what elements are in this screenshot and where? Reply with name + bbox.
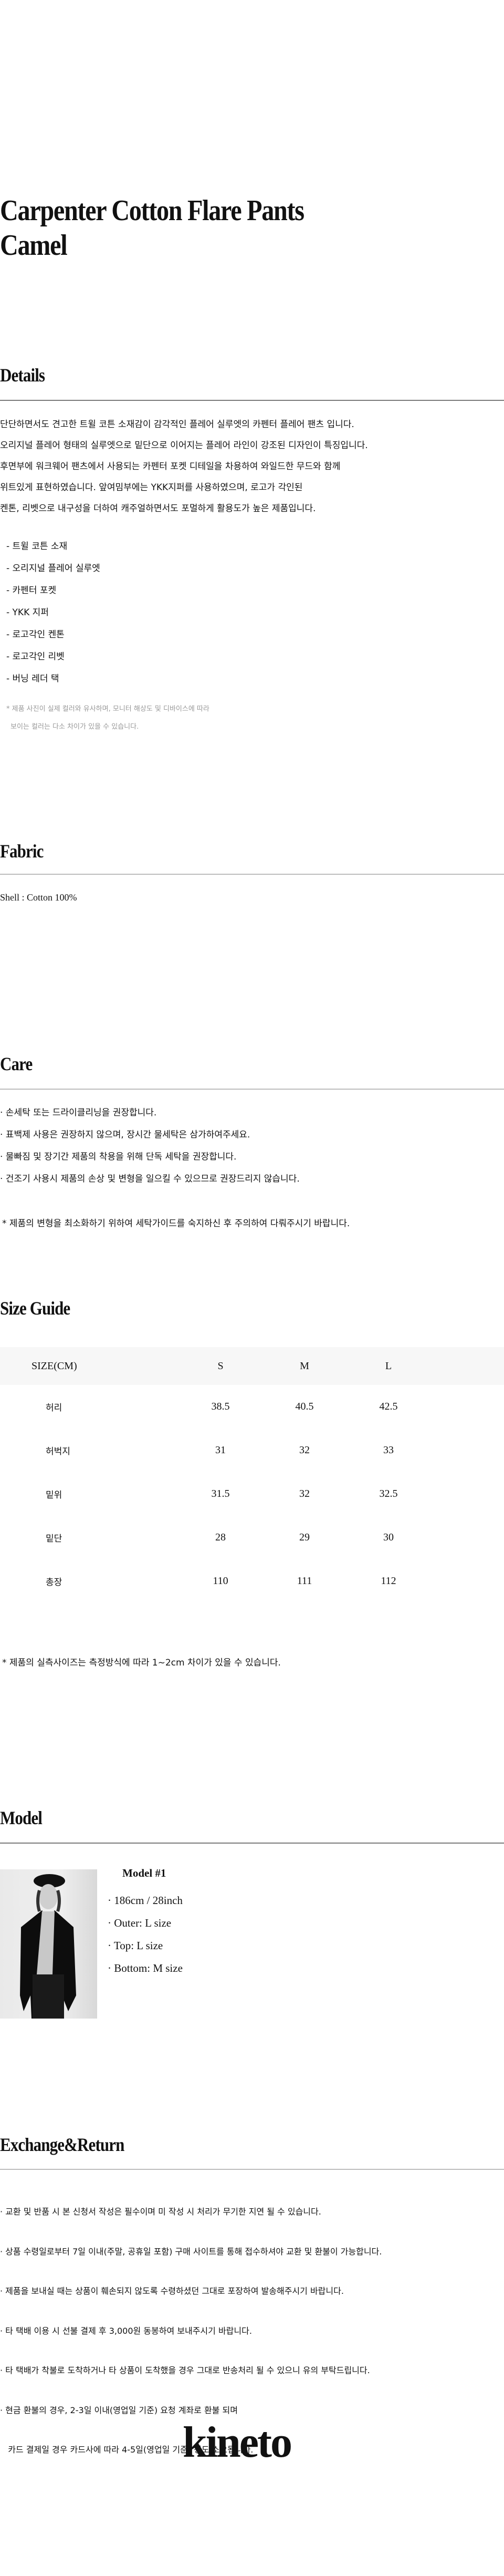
model-heading: Model xyxy=(0,1807,43,1828)
model-photo xyxy=(0,1869,97,2019)
exchange-item: · 타 택배가 착불로 도착하거나 타 상품이 도착했을 경우 그대로 반송처리… xyxy=(0,2365,370,2375)
table-cell: 32.5 xyxy=(379,1488,398,1499)
table-cell: 29 xyxy=(299,1532,310,1543)
divider xyxy=(0,1089,504,1090)
feature-item: - 트윌 코튼 소재 xyxy=(6,541,68,552)
table-cell: 31 xyxy=(215,1444,226,1456)
table-row: 허벅지 31 32 33 xyxy=(0,1429,504,1472)
exchange-list: · 교환 및 반품 시 본 신청서 작성은 필수이며 미 작성 시 처리가 무기… xyxy=(0,2182,382,2470)
exchange-item: · 교환 및 반품 시 본 신청서 작성은 필수이며 미 작성 시 처리가 무기… xyxy=(0,2207,321,2217)
fabric-heading: Fabric xyxy=(0,841,44,862)
description-line: 오리지널 플레어 형태의 실루엣으로 밑단으로 이어지는 플레어 라인이 강조된… xyxy=(0,440,368,451)
description-line: 단단하면서도 견고한 트윌 코튼 소재감이 감각적인 플레어 실루엣의 카펜터 … xyxy=(0,419,354,430)
care-list: · 손세탁 또는 드라이클리닝을 권장합니다. · 표백제 사용은 권장하지 않… xyxy=(0,1102,300,1190)
description-line: 후면부에 워크웨어 팬츠에서 사용되는 카펜터 포켓 디테일을 차용하여 와일드… xyxy=(0,461,341,472)
column-header: SIZE(CM) xyxy=(0,1347,178,1385)
divider xyxy=(0,1843,504,1844)
size-guide-heading: Size Guide xyxy=(0,1298,70,1319)
table-cell: 40.5 xyxy=(295,1401,314,1412)
description-line: 켄톤, 리벳으로 내구성을 더하여 캐주얼하면서도 포멀하게 활용도가 높은 제… xyxy=(0,503,316,514)
table-cell: 112 xyxy=(381,1575,396,1587)
product-title: Carpenter Cotton Flare Pants Camel xyxy=(0,193,304,263)
table-cell: 38.5 xyxy=(211,1401,230,1412)
exchange-item: · 제품을 보내실 때는 상품이 훼손되지 않도록 수령하셨던 그대로 포장하여… xyxy=(0,2286,344,2296)
care-heading: Care xyxy=(0,1053,33,1074)
spacer xyxy=(430,1347,504,1385)
table-cell: 32 xyxy=(299,1488,310,1499)
brand-logo: kineto xyxy=(183,2418,292,2467)
color-note-line: * 제품 사진이 실제 컬러와 유사하며, 모니터 해상도 및 디바이스에 따라 xyxy=(6,705,209,713)
model-spec: · Top: L size xyxy=(108,1939,163,1952)
measure-label: 총장 xyxy=(46,1577,62,1588)
size-table: SIZE(CM) S M L 허리 38.5 40.5 42.5 허벅지 31 … xyxy=(0,1347,504,1603)
care-note: * 제품의 변형을 최소화하기 위하여 세탁가이드를 숙지하신 후 주의하여 다… xyxy=(2,1218,350,1229)
feature-item: - YKK 지퍼 xyxy=(6,607,49,618)
care-item: · 손세탁 또는 드라이클리닝을 권장합니다. xyxy=(0,1108,157,1118)
table-cell: 33 xyxy=(383,1444,394,1456)
details-heading: Details xyxy=(0,365,45,386)
description-line: 위트있게 표현하였습니다. 앞여밈부에는 YKK지퍼를 사용하였으며, 로고가 … xyxy=(0,482,303,493)
measure-label: 밑위 xyxy=(46,1490,62,1501)
table-cell: 30 xyxy=(383,1532,394,1543)
measure-label: 밑단 xyxy=(46,1534,62,1544)
table-row: 밑위 31.5 32 32.5 xyxy=(0,1472,504,1516)
measure-label: 허벅지 xyxy=(46,1446,70,1457)
table-row: 허리 38.5 40.5 42.5 xyxy=(0,1385,504,1429)
exchange-item: · 상품 수령일로부터 7일 이내(주말, 공휴일 포함) 구매 사이트를 통해… xyxy=(0,2246,382,2257)
feature-item: - 버닝 레더 택 xyxy=(6,674,59,684)
feature-list: - 트윌 코튼 소재 - 오리지널 플레어 실루엣 - 카펜터 포켓 - YKK… xyxy=(6,535,100,690)
table-row: 총장 110 111 112 xyxy=(0,1559,504,1603)
model-figure-image xyxy=(20,1874,76,2019)
color-note-line: 보이는 컬러는 다소 차이가 있을 수 있습니다. xyxy=(10,723,139,731)
model-spec: · Outer: L size xyxy=(108,1917,172,1929)
color-note: * 제품 사진이 실제 컬러와 유사하며, 모니터 해상도 및 디바이스에 따라… xyxy=(6,700,209,736)
model-specs: · 186cm / 28inch · Outer: L size · Top: … xyxy=(108,1889,183,1980)
column-header: S xyxy=(178,1347,262,1385)
column-header: L xyxy=(346,1347,430,1385)
exchange-item: 카드 결제일 경우 카드사에 따라 4-5일(영업일 기준) 정도 소요됩니다. xyxy=(0,2445,254,2455)
table-row: 밑단 28 29 30 xyxy=(0,1516,504,1559)
product-title-line1: Carpenter Cotton Flare Pants xyxy=(0,194,304,227)
table-cell: 111 xyxy=(297,1575,312,1587)
exchange-item: · 현금 환불의 경우, 2-3일 이내(영업일 기준) 요청 계좌로 환불 되… xyxy=(0,2405,238,2415)
feature-item: - 로고각인 리벳 xyxy=(6,651,65,662)
divider xyxy=(0,2169,504,2170)
table-cell: 32 xyxy=(299,1444,310,1456)
size-note: * 제품의 실측사이즈는 측정방식에 따라 1~2cm 차이가 있을 수 있습니… xyxy=(2,1658,281,1668)
table-cell: 42.5 xyxy=(379,1401,398,1412)
feature-item: - 카펜터 포켓 xyxy=(6,585,57,596)
size-table-header: SIZE(CM) S M L xyxy=(0,1347,504,1385)
measure-label: 허리 xyxy=(46,1403,62,1413)
product-color: Camel xyxy=(0,229,68,262)
table-cell: 31.5 xyxy=(211,1488,230,1499)
model-spec: · 186cm / 28inch xyxy=(108,1894,183,1907)
details-description: 단단하면서도 견고한 트윌 코튼 소재감이 감각적인 플레어 실루엣의 카펜터 … xyxy=(0,414,368,519)
divider xyxy=(0,400,504,401)
fabric-composition: Shell : Cotton 100% xyxy=(0,892,77,903)
care-item: · 건조기 사용시 제품의 손상 및 변형을 일으킬 수 있으므로 권장드리지 … xyxy=(0,1174,300,1184)
divider xyxy=(0,874,504,875)
model-name: Model #1 xyxy=(122,1867,166,1879)
exchange-return-heading: Exchange&Return xyxy=(0,2134,124,2155)
table-cell: 28 xyxy=(215,1532,226,1543)
column-header: M xyxy=(262,1347,346,1385)
exchange-item: · 타 택배 이용 시 선불 결제 후 3,000원 동봉하여 보내주시기 바랍… xyxy=(0,2325,252,2336)
model-spec: · Bottom: M size xyxy=(108,1962,183,1974)
table-cell: 110 xyxy=(213,1575,228,1587)
care-item: · 물빠짐 및 장기간 제품의 착용을 위해 단독 세탁을 권장합니다. xyxy=(0,1152,237,1162)
feature-item: - 오리지널 플레어 실루엣 xyxy=(6,563,100,574)
care-item: · 표백제 사용은 권장하지 않으며, 장시간 물세탁은 삼가하여주세요. xyxy=(0,1130,250,1140)
feature-item: - 로고각인 켄톤 xyxy=(6,629,65,640)
